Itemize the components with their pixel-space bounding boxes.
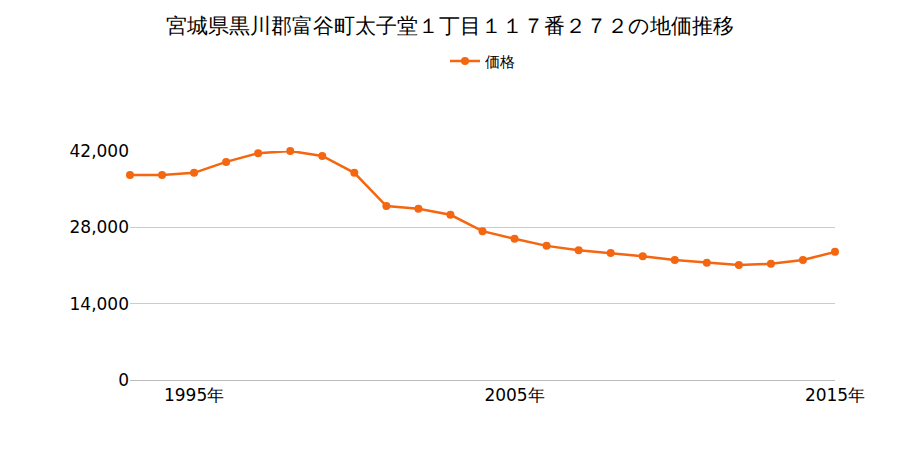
svg-text:0: 0 [118, 370, 129, 390]
svg-text:価格: 価格 [485, 53, 515, 71]
svg-text:2005年: 2005年 [484, 385, 544, 405]
svg-text:宮城県黒川郡富谷町太子堂１丁目１１７番２７２の地価推移: 宮城県黒川郡富谷町太子堂１丁目１１７番２７２の地価推移 [166, 14, 734, 38]
svg-text:42,000: 42,000 [70, 141, 129, 161]
svg-text:14,000: 14,000 [70, 294, 129, 314]
svg-text:2015年: 2015年 [805, 385, 865, 405]
svg-text:28,000: 28,000 [70, 217, 129, 237]
svg-text:1995年: 1995年 [164, 385, 224, 405]
